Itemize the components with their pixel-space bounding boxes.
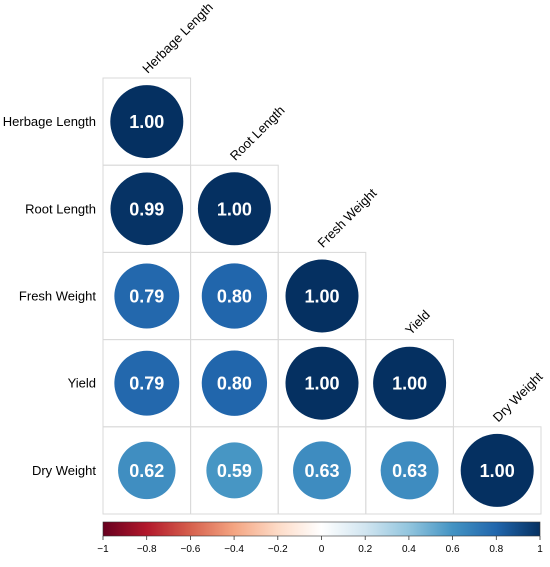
- color-scale-tick-label: −0.8: [137, 544, 157, 555]
- data-label-fresh-weight-root-length: 0.80: [217, 287, 252, 307]
- color-scale-tick-label: 0.6: [446, 544, 460, 555]
- color-scale-tick-label: 0: [319, 544, 325, 555]
- correlation-circle-fresh-weight-root-length: [201, 263, 268, 329]
- color-scale-tick-label: −0.6: [181, 544, 201, 555]
- color-scale-tick-label: 0.2: [358, 544, 372, 555]
- data-label-dry-weight-dry-weight: 1.00: [480, 461, 515, 481]
- correlation-circle-dry-weight-dry-weight: [460, 433, 534, 507]
- data-label-root-length-herbage-length: 0.99: [129, 199, 164, 219]
- column-label-root-length: Root Length: [227, 103, 288, 164]
- correlation-circle-yield-herbage-length: [114, 350, 180, 416]
- row-label-fresh-weight: Fresh Weight: [19, 289, 96, 304]
- correlation-circle-dry-weight-root-length: [206, 442, 263, 499]
- column-label-fresh-weight: Fresh Weight: [315, 185, 380, 250]
- row-label-herbage-length: Herbage Length: [3, 114, 96, 129]
- data-label-dry-weight-herbage-length: 0.62: [129, 461, 164, 481]
- data-label-yield-root-length: 0.80: [217, 374, 252, 394]
- correlation-circle-dry-weight-fresh-weight: [293, 441, 351, 500]
- data-label-dry-weight-fresh-weight: 0.63: [304, 461, 339, 481]
- color-scale-tick-label: −1: [97, 544, 109, 555]
- color-scale-tick-label: 0.4: [402, 544, 416, 555]
- color-scale-tick-label: −0.2: [268, 544, 288, 555]
- correlation-circle-fresh-weight-herbage-length: [114, 263, 180, 329]
- column-label-herbage-length: Herbage Length: [139, 0, 216, 76]
- column-label-yield: Yield: [402, 307, 433, 338]
- correlation-circle-dry-weight-herbage-length: [118, 441, 176, 500]
- correlation-circle-root-length-root-length: [197, 172, 271, 246]
- data-label-dry-weight-root-length: 0.59: [217, 461, 252, 481]
- grid-cell-dry-weight-dry-weight: [452, 426, 542, 515]
- data-label-yield-yield: 1.00: [392, 374, 427, 394]
- data-label-yield-herbage-length: 0.79: [129, 374, 164, 394]
- data-label-yield-fresh-weight: 1.00: [304, 374, 339, 394]
- color-scale-tick-label: −0.4: [224, 544, 244, 555]
- color-scale-tick-label: 1: [537, 544, 543, 555]
- color-scale-tick-label: 0.8: [489, 544, 503, 555]
- correlation-circle-herbage-length-herbage-length: [110, 85, 184, 159]
- correlation-circle-dry-weight-yield: [380, 441, 439, 500]
- data-label-fresh-weight-fresh-weight: 1.00: [304, 287, 339, 307]
- column-label-dry-weight: Dry Weight: [490, 369, 546, 425]
- data-label-dry-weight-yield: 0.63: [392, 461, 427, 481]
- data-label-fresh-weight-herbage-length: 0.79: [129, 287, 164, 307]
- row-label-yield: Yield: [68, 376, 96, 391]
- correlation-circle-yield-root-length: [201, 350, 268, 416]
- correlation-circle-root-length-herbage-length: [110, 172, 184, 246]
- row-label-dry-weight: Dry Weight: [32, 463, 96, 478]
- correlation-circle-fresh-weight-fresh-weight: [285, 259, 359, 333]
- data-label-root-length-root-length: 1.00: [217, 199, 252, 219]
- color-scale-bar: [102, 521, 541, 537]
- correlation-circle-yield-fresh-weight: [285, 346, 359, 420]
- data-label-herbage-length-herbage-length: 1.00: [129, 112, 164, 132]
- correlation-circle-yield-yield: [373, 346, 447, 420]
- row-label-root-length: Root Length: [25, 201, 96, 216]
